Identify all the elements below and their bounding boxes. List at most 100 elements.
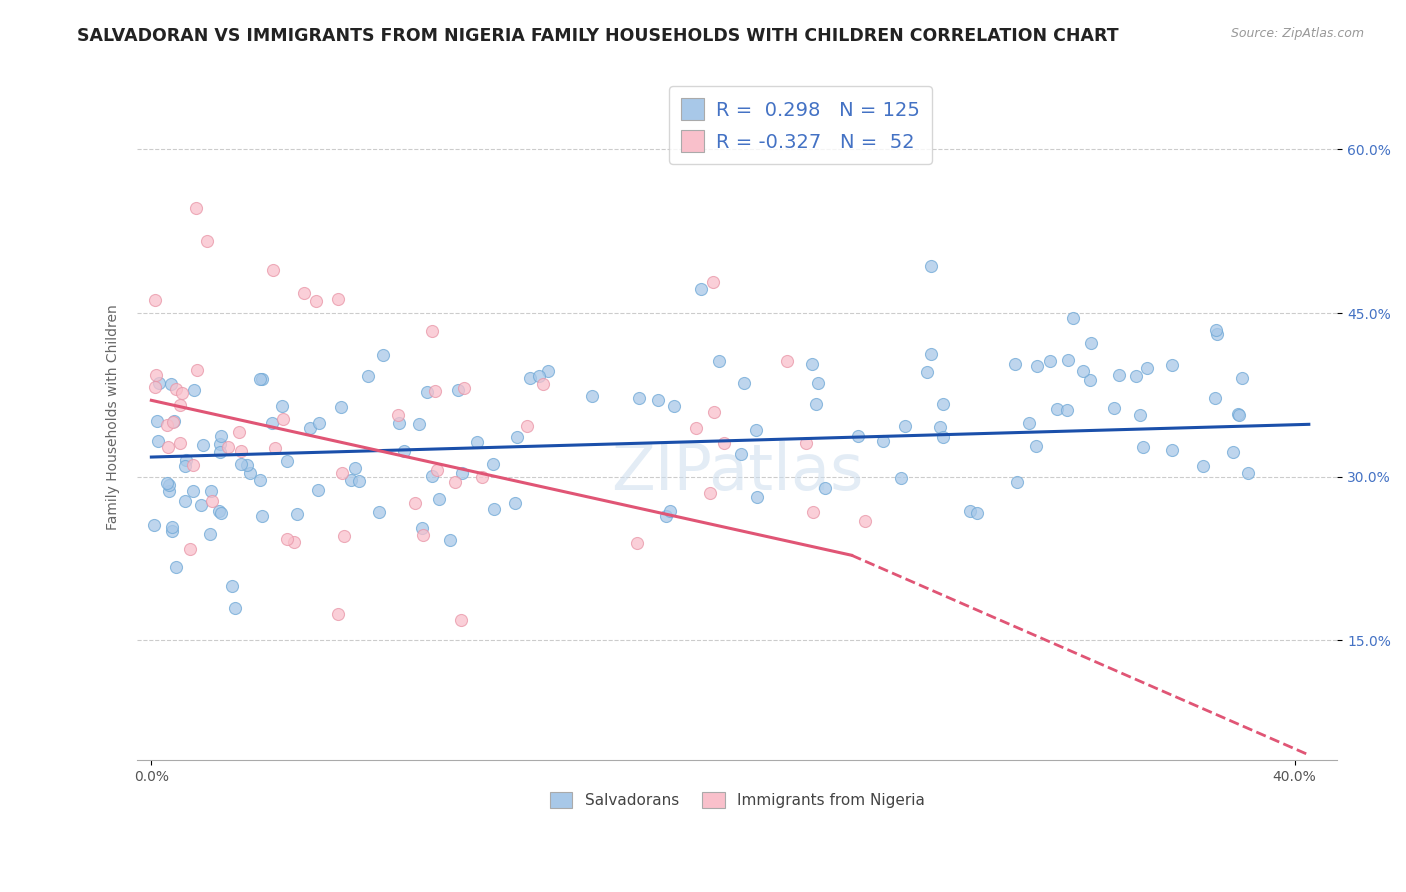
- Point: [200, 484, 222, 499]
- Point: [1104, 401, 1126, 415]
- Point: [1025, 439, 1047, 453]
- Point: [915, 365, 938, 379]
- Point: [190, 498, 212, 512]
- Point: [262, 263, 284, 277]
- Point: [173, 494, 195, 508]
- Point: [411, 521, 433, 535]
- Point: [148, 376, 170, 391]
- Point: [145, 380, 167, 394]
- Point: [169, 436, 191, 450]
- Point: [198, 527, 221, 541]
- Point: [231, 444, 253, 458]
- Point: [260, 417, 283, 431]
- Point: [156, 475, 179, 490]
- Point: [394, 444, 416, 458]
- Point: [506, 430, 529, 444]
- Point: [1237, 466, 1260, 480]
- Point: [349, 475, 371, 489]
- Point: [537, 364, 560, 378]
- Point: [157, 477, 180, 491]
- Point: [1056, 403, 1078, 417]
- Point: [776, 354, 799, 368]
- Point: [659, 504, 682, 518]
- Point: [209, 445, 232, 459]
- Point: [183, 383, 205, 397]
- Point: [628, 392, 651, 406]
- Point: [276, 533, 298, 547]
- Point: [228, 425, 250, 439]
- Point: [292, 285, 315, 300]
- Point: [174, 453, 197, 467]
- Point: [387, 416, 409, 430]
- Point: [264, 441, 287, 455]
- Point: [184, 201, 207, 215]
- Point: [160, 524, 183, 539]
- Point: [1192, 458, 1215, 473]
- Point: [209, 429, 232, 443]
- Point: [894, 419, 917, 434]
- Point: [685, 420, 707, 434]
- Point: [271, 412, 294, 426]
- Point: [932, 430, 955, 444]
- Point: [450, 613, 472, 627]
- Point: [208, 504, 231, 518]
- Point: [516, 419, 538, 434]
- Point: [330, 467, 353, 481]
- Point: [1056, 353, 1078, 368]
- Point: [404, 496, 426, 510]
- Point: [439, 533, 461, 548]
- Point: [235, 458, 257, 472]
- Point: [1128, 408, 1150, 422]
- Point: [181, 458, 204, 472]
- Text: ZIPatlas: ZIPatlas: [612, 441, 863, 503]
- Point: [451, 466, 474, 480]
- Point: [172, 385, 194, 400]
- Point: [709, 354, 731, 368]
- Point: [801, 505, 824, 519]
- Point: [333, 529, 356, 543]
- Point: [800, 357, 823, 371]
- Point: [387, 409, 409, 423]
- Point: [162, 519, 184, 533]
- Point: [932, 397, 955, 411]
- Text: Source: ZipAtlas.com: Source: ZipAtlas.com: [1230, 27, 1364, 40]
- Point: [503, 495, 526, 509]
- Point: [186, 363, 208, 377]
- Point: [146, 434, 169, 448]
- Point: [1227, 407, 1250, 421]
- Point: [1080, 335, 1102, 350]
- Point: [423, 384, 446, 398]
- Point: [163, 414, 186, 428]
- Point: [271, 400, 294, 414]
- Point: [307, 483, 329, 497]
- Point: [173, 459, 195, 474]
- Point: [814, 481, 837, 495]
- Point: [157, 483, 180, 498]
- Text: SALVADORAN VS IMMIGRANTS FROM NIGERIA FAMILY HOUSEHOLDS WITH CHILDREN CORRELATIO: SALVADORAN VS IMMIGRANTS FROM NIGERIA FA…: [77, 27, 1119, 45]
- Point: [165, 560, 187, 574]
- Point: [371, 347, 394, 361]
- Point: [1078, 373, 1101, 387]
- Point: [703, 405, 725, 419]
- Point: [299, 421, 322, 435]
- Point: [330, 400, 353, 414]
- Point: [702, 276, 724, 290]
- Point: [193, 438, 215, 452]
- Point: [408, 417, 430, 431]
- Point: [221, 578, 243, 592]
- Point: [1227, 408, 1250, 422]
- Point: [929, 420, 952, 434]
- Point: [1161, 442, 1184, 457]
- Point: [655, 509, 678, 524]
- Point: [328, 292, 350, 306]
- Point: [1005, 475, 1028, 489]
- Point: [145, 368, 167, 383]
- Point: [328, 607, 350, 622]
- Point: [420, 469, 443, 483]
- Point: [252, 371, 274, 385]
- Point: [1046, 401, 1069, 416]
- Point: [806, 376, 828, 391]
- Point: [169, 398, 191, 412]
- Point: [249, 474, 271, 488]
- Point: [357, 368, 380, 383]
